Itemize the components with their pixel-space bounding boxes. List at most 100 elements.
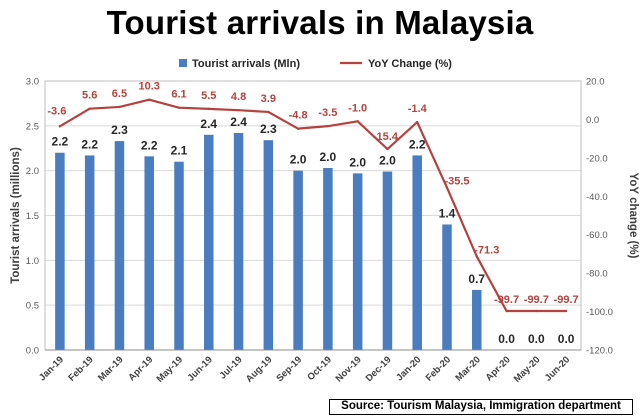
bar xyxy=(442,224,452,350)
line-data-label: 6.5 xyxy=(112,88,127,100)
bar xyxy=(263,140,274,350)
x-tick-label: Jun-20 xyxy=(543,354,572,383)
x-tick-label: Jul-19 xyxy=(217,354,244,381)
y-left-tick-label: 1.0 xyxy=(26,256,39,267)
bar-data-label: 2.3 xyxy=(260,122,277,136)
line-point xyxy=(118,105,121,109)
bar-data-label: 2.3 xyxy=(111,123,128,137)
bar xyxy=(233,133,244,350)
y-right-tick-label: -60.0 xyxy=(586,230,608,241)
line-point xyxy=(535,309,538,313)
line-point xyxy=(475,255,478,258)
x-tick-label: Dec-19 xyxy=(364,354,394,384)
y-left-tick-label: 0.5 xyxy=(26,301,39,312)
line-data-label: -1.4 xyxy=(408,103,428,115)
chart-title: Tourist arrivals in Malaysia xyxy=(106,4,534,41)
line-data-label: -99.7 xyxy=(524,294,549,306)
line-data-label: 5.5 xyxy=(201,90,216,102)
line-point xyxy=(386,147,389,151)
legend-label-line: YoY Change (%) xyxy=(368,58,452,70)
bar xyxy=(323,167,333,350)
x-tick-label: Mar-20 xyxy=(453,354,482,383)
line-data-label: -4.8 xyxy=(289,110,308,122)
line-data-label: -3.6 xyxy=(47,105,66,117)
bar-data-label: 2.2 xyxy=(409,137,426,151)
line-data-label: 5.6 xyxy=(82,90,97,102)
x-tick-label: Nov-19 xyxy=(334,354,364,384)
legend: Tourist arrivals (Mln) YoY Change (%) xyxy=(179,58,452,70)
line-data-label: -71.3 xyxy=(474,244,499,256)
line-data-label: 4.8 xyxy=(231,91,246,103)
line-point xyxy=(564,309,568,313)
bar-data-label: 2.0 xyxy=(290,153,307,167)
y-left-tick-label: 3.0 xyxy=(26,77,39,88)
gridlines xyxy=(45,80,581,306)
line-point xyxy=(267,110,270,114)
line-point xyxy=(237,109,240,112)
bar xyxy=(382,171,393,350)
bar-data-label: 2.4 xyxy=(200,117,217,131)
y-left-tick-label: 2.5 xyxy=(26,121,39,132)
bar-data-label: 2.1 xyxy=(171,144,188,158)
bar xyxy=(174,161,184,350)
bar xyxy=(293,170,303,350)
y-right-tick-label: 0.0 xyxy=(586,115,599,126)
y-right-tick-label: -40.0 xyxy=(586,192,608,203)
x-tick-label: Jan-19 xyxy=(37,354,66,383)
bar-data-label: 0.0 xyxy=(558,332,575,346)
bar-data-label: 0.0 xyxy=(498,332,515,346)
bar-data-label: 0.7 xyxy=(468,272,485,286)
line-point xyxy=(416,120,419,124)
yoy-line xyxy=(59,98,567,313)
y-left-axis-title: Tourist arrivals (millions) xyxy=(10,147,22,284)
bar xyxy=(352,173,363,350)
y-right-tick-label: -80.0 xyxy=(586,269,608,280)
line-data-label: -99.7 xyxy=(494,294,519,306)
line-point xyxy=(445,186,449,189)
line-data-label: 10.3 xyxy=(139,81,160,93)
y-left-tick-label: 0.0 xyxy=(26,346,39,357)
line-data-label: -99.7 xyxy=(554,294,579,306)
bar-data-label: 2.0 xyxy=(379,154,396,168)
bar-data-label: 2.2 xyxy=(141,138,158,152)
line-point xyxy=(88,107,91,110)
x-tick-label: Feb-20 xyxy=(424,354,453,383)
line-point xyxy=(58,125,62,128)
source-note: Source: Tourism Malaysia, Immigration de… xyxy=(329,399,633,415)
x-tick-label: Sep-19 xyxy=(274,354,304,384)
y-left-tick-label: 2.0 xyxy=(26,166,39,177)
line-point xyxy=(505,309,508,313)
x-tick-label: Jan-20 xyxy=(394,354,423,383)
bar xyxy=(55,152,65,350)
line-data-label: 3.9 xyxy=(261,93,276,105)
legend-label-bar: Tourist arrivals (Mln) xyxy=(192,58,300,70)
x-tick-label: Oct-19 xyxy=(305,354,334,383)
line-data-label: -3.5 xyxy=(318,107,337,119)
bar-data-label: 0.0 xyxy=(528,332,545,346)
bar xyxy=(412,155,422,350)
legend-swatch-bar xyxy=(179,59,187,67)
x-tick-label: Jun-19 xyxy=(185,354,214,383)
bar-data-label: 2.4 xyxy=(230,115,247,129)
y-right-tick-label: -100.0 xyxy=(586,307,613,318)
bar xyxy=(204,134,214,350)
line-data-label: -1.0 xyxy=(348,102,367,114)
line-data-label: -15.4 xyxy=(373,131,399,143)
bar-data-label: 2.0 xyxy=(320,150,337,164)
y-right-axis-title: YoY change (%) xyxy=(627,173,639,259)
line-point xyxy=(356,120,359,123)
line-point xyxy=(326,124,330,128)
line-point xyxy=(207,107,210,111)
bar xyxy=(114,141,125,350)
line-data-label: 6.1 xyxy=(171,89,186,101)
y-right-tick-label: -120.0 xyxy=(586,346,613,357)
line-point xyxy=(296,127,300,130)
x-tick-label: May-19 xyxy=(155,354,186,385)
x-tick-label: May-20 xyxy=(512,354,543,385)
bar-data-label: 2.2 xyxy=(52,135,69,149)
y-left-tick-label: 1.5 xyxy=(26,211,39,222)
x-tick-label: Apr-19 xyxy=(126,354,155,383)
bar-data-label: 2.2 xyxy=(81,137,98,151)
bar xyxy=(472,289,482,350)
